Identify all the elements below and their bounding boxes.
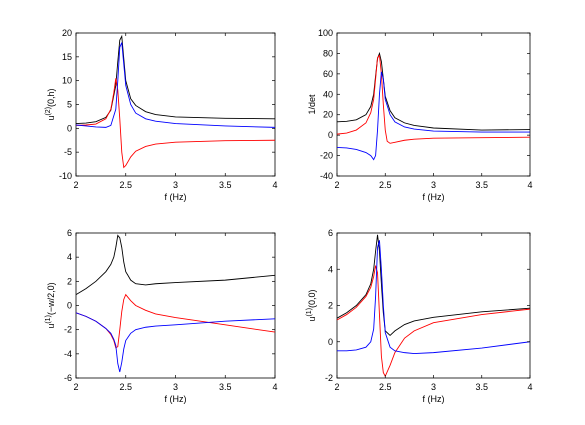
x-axis-label: f (Hz) (165, 192, 187, 202)
y-tick-label: -4 (64, 349, 72, 359)
x-tick-label: 2 (73, 180, 78, 190)
series-line-1 (76, 234, 275, 296)
x-tick-label: 4 (527, 382, 532, 392)
y-tick-label: 20 (62, 28, 72, 38)
series-line-3 (76, 312, 275, 373)
y-axis-label-argument: (0,0) (307, 289, 317, 308)
x-tick-label: 3.5 (475, 382, 488, 392)
y-axis-label-main: u (307, 317, 317, 322)
series-line-2 (337, 54, 530, 144)
y-tick-label: -6 (64, 373, 72, 383)
y-tick-label: 40 (323, 89, 333, 99)
y-tick-label: 100 (318, 28, 333, 38)
y-tick-label: 0 (67, 301, 72, 311)
y-tick-label: 0 (328, 337, 333, 347)
series-line-2 (76, 78, 275, 169)
y-axis-label: u(2)(0,h) (45, 88, 56, 120)
x-tick-label: 2 (73, 382, 78, 392)
x-tick-label: 4 (272, 180, 277, 190)
axes-frame (336, 32, 531, 177)
y-tick-label: -10 (59, 171, 72, 181)
subplot-4: 2 2.5 3 3.5 4 -2 0 2 4 6 f (Hz) u(1)(0,0) (306, 228, 533, 404)
y-axis-label-superscript: (1) (306, 308, 313, 317)
subplot-1: 2 2.5 3 3.5 4 -10 -5 0 5 10 15 20 f (Hz) u(2)(0,h) (45, 28, 278, 202)
y-axis-label-main: u (46, 116, 56, 121)
series-line-1 (337, 234, 530, 337)
series-line-1 (337, 51, 530, 131)
y-tick-label: -40 (320, 171, 333, 181)
series-line-3 (337, 71, 530, 161)
y-tick-label: 80 (323, 48, 333, 58)
x-axis-label: f (Hz) (165, 394, 187, 404)
y-tick-label: 2 (67, 276, 72, 286)
subplot-2: 2 2.5 3 3.5 4 -40 -20 0 20 40 60 80 100 f (Hz) 1/det (307, 28, 533, 202)
y-tick-label: -2 (325, 373, 333, 383)
y-axis-label: u(1)(−w/2,0) (45, 282, 56, 328)
x-tick-label: 3 (431, 180, 436, 190)
axes-frame (75, 32, 276, 177)
y-axis-label-superscript: (1) (45, 315, 52, 324)
y-tick-label: 0 (328, 130, 333, 140)
y-tick-label: 6 (328, 228, 333, 238)
y-axis-label: 1/det (307, 94, 317, 115)
series-line-3 (337, 240, 530, 354)
x-axis-label: f (Hz) (423, 394, 445, 404)
x-tick-label: 2.5 (119, 180, 132, 190)
y-axis-label-superscript: (2) (45, 107, 52, 116)
axes-frame (336, 232, 531, 379)
x-tick-label: 2 (334, 382, 339, 392)
y-axis-label-argument: (0,h) (46, 88, 56, 107)
x-axis-label: f (Hz) (423, 192, 445, 202)
subplot-3: 2 2.5 3 3.5 4 -6 -4 -2 0 2 4 6 f (Hz) u(1)(−w/2,0) (45, 228, 278, 404)
x-tick-label: 4 (527, 180, 532, 190)
y-tick-label: 0 (67, 123, 72, 133)
x-tick-label: 3.5 (219, 382, 232, 392)
y-tick-label: -20 (320, 151, 333, 161)
y-tick-label: 2 (328, 301, 333, 311)
y-tick-label: 4 (328, 264, 333, 274)
series-line-1 (76, 34, 275, 125)
x-tick-label: 2.5 (379, 180, 392, 190)
series-line-2 (76, 293, 275, 349)
y-tick-label: -2 (64, 325, 72, 335)
x-tick-label: 3 (173, 180, 178, 190)
x-tick-label: 2 (334, 180, 339, 190)
series-line-2 (337, 265, 530, 378)
x-tick-label: 4 (272, 382, 277, 392)
y-tick-label: 15 (62, 52, 72, 62)
y-tick-label: 20 (323, 110, 333, 120)
y-tick-label: -5 (64, 147, 72, 157)
y-tick-label: 4 (67, 252, 72, 262)
x-tick-label: 2.5 (119, 382, 132, 392)
x-tick-label: 3.5 (219, 180, 232, 190)
x-tick-label: 3.5 (475, 180, 488, 190)
y-tick-label: 60 (323, 69, 333, 79)
y-axis-label-argument: (−w/2,0) (46, 282, 56, 315)
series-line-3 (76, 42, 275, 128)
x-tick-label: 3 (431, 382, 436, 392)
axes-frame (75, 232, 276, 379)
x-tick-label: 3 (173, 382, 178, 392)
y-tick-label: 5 (67, 100, 72, 110)
y-axis-label-main: u (46, 324, 56, 329)
y-tick-label: 6 (67, 228, 72, 238)
y-axis-label: u(1)(0,0) (306, 289, 317, 321)
y-tick-label: 10 (62, 76, 72, 86)
y-axis-label-main: 1/det (307, 94, 317, 115)
x-tick-label: 2.5 (379, 382, 392, 392)
